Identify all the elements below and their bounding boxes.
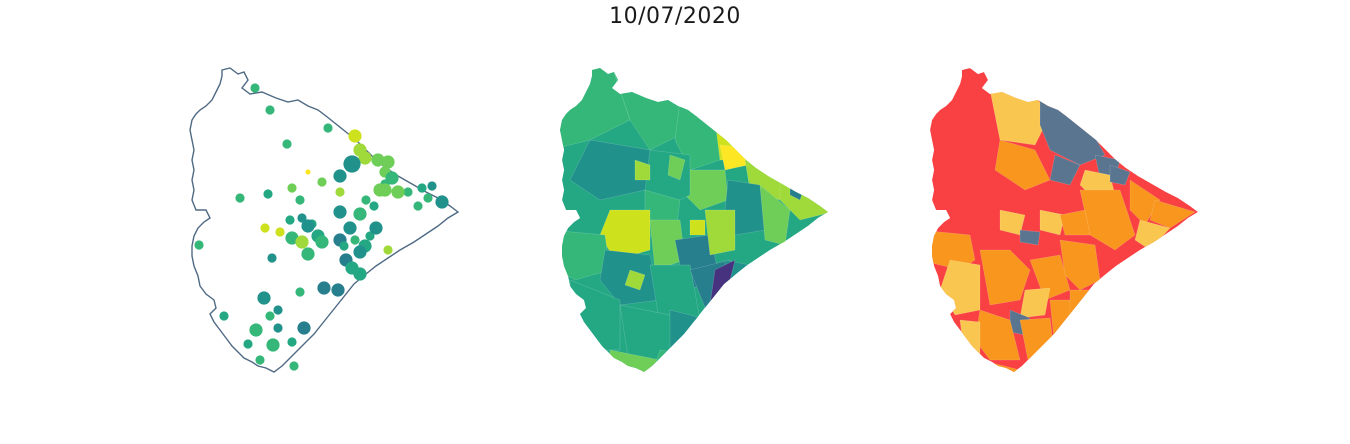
municipality-region (669, 309, 711, 361)
municipality-region (1019, 287, 1051, 319)
municipality-point (331, 283, 345, 297)
municipality-point (295, 235, 309, 249)
municipality-region (1109, 164, 1131, 186)
class-map (930, 68, 1198, 372)
municipality-point (348, 129, 362, 143)
municipality-region (1059, 239, 1101, 291)
municipality-region (624, 269, 646, 291)
municipality-point (369, 221, 383, 235)
municipality-point (267, 253, 277, 263)
municipality-region (569, 139, 651, 201)
municipality-point (285, 231, 299, 245)
municipality-point (333, 205, 347, 219)
municipality-point (383, 245, 393, 255)
municipality-point (333, 169, 347, 183)
municipality-point (265, 311, 275, 321)
municipality-point (273, 323, 283, 333)
municipality-point (289, 361, 299, 371)
municipality-region (994, 139, 1051, 191)
municipality-point (413, 201, 423, 211)
municipality-point (273, 305, 283, 315)
municipality-point (358, 151, 372, 165)
municipality-point (339, 241, 349, 251)
municipality-point (315, 235, 329, 249)
municipality-point (403, 187, 413, 197)
municipality-region (959, 319, 981, 361)
municipality-point (317, 177, 327, 187)
municipality-point (391, 185, 405, 199)
municipality-point (194, 240, 204, 250)
municipality-region (1069, 289, 1096, 321)
municipality-region (1019, 229, 1041, 246)
municipality-point (295, 287, 305, 297)
municipality-point (243, 339, 253, 349)
municipality-point (385, 171, 399, 185)
municipality-region (667, 154, 686, 181)
municipality-point (263, 189, 273, 199)
municipality-point (287, 183, 297, 193)
municipality-point (343, 221, 357, 235)
municipality-point (350, 235, 360, 245)
municipality-region (1059, 209, 1091, 236)
municipality-point (353, 245, 367, 259)
municipality-point (317, 281, 331, 295)
municipality-point (266, 338, 280, 352)
municipality-point (255, 355, 265, 365)
municipality-point (381, 155, 395, 169)
municipality-point (423, 193, 433, 203)
municipality-region (1039, 209, 1066, 236)
municipality-point (297, 321, 311, 335)
municipality-point (373, 183, 387, 197)
municipality-point (371, 153, 385, 167)
municipality-point (249, 323, 263, 337)
municipality-point (305, 169, 311, 175)
choropleth-map (560, 68, 828, 372)
points-map (189, 67, 460, 373)
municipality-region (1049, 154, 1081, 186)
municipality-region (1049, 299, 1081, 351)
municipality-point (417, 183, 427, 193)
municipality-point (335, 187, 345, 197)
municipality-point (343, 155, 361, 173)
municipality-point (295, 195, 305, 205)
municipality-point (301, 219, 315, 233)
municipality-point (265, 105, 275, 115)
municipality-point (323, 123, 333, 133)
figure-title: 10/07/2020 (609, 4, 741, 29)
municipality-point (275, 227, 285, 237)
municipality-point (301, 247, 315, 261)
municipality-point (287, 337, 297, 347)
map-classes-panel (920, 60, 1220, 390)
municipality-point (369, 201, 379, 211)
municipality-point (285, 215, 295, 225)
municipality-point (282, 139, 292, 149)
municipality-point (361, 195, 371, 205)
state-outline (189, 67, 460, 373)
map-points-panel (180, 60, 480, 390)
municipality-point (260, 223, 270, 233)
municipality-point (219, 311, 229, 321)
municipality-point (427, 181, 437, 191)
municipality-region (979, 249, 1031, 306)
municipality-point (365, 231, 375, 241)
municipality-point (250, 83, 260, 93)
municipality-point (353, 267, 367, 281)
municipality-point (297, 213, 307, 223)
municipality-region (560, 229, 611, 281)
municipality-point (235, 193, 245, 203)
municipality-point (353, 207, 367, 221)
municipality-region (744, 134, 766, 156)
municipality-point (435, 195, 449, 209)
municipality-region (689, 219, 706, 236)
municipality-point (257, 291, 271, 305)
municipality-region (634, 159, 651, 181)
municipality-region (704, 209, 736, 256)
map-choropleth-panel (550, 60, 850, 390)
